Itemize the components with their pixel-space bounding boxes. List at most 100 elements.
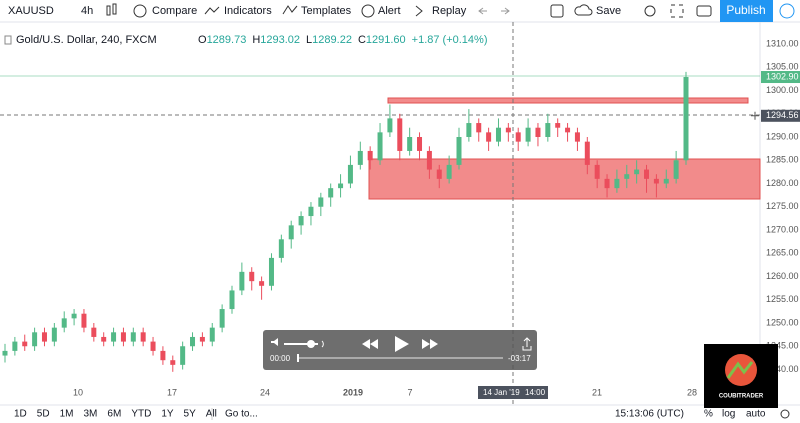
crosshair-price-tag: [761, 109, 800, 122]
candle-body: [111, 332, 117, 342]
range-button[interactable]: YTD: [131, 409, 151, 420]
settings-icon[interactable]: [644, 5, 656, 17]
candle-body: [663, 178, 669, 184]
goto-button[interactable]: Go to...: [225, 409, 258, 420]
candle-body: [466, 123, 472, 137]
candle-body: [515, 132, 521, 142]
legend-label: H: [252, 34, 260, 46]
symbol[interactable]: XAUUSD: [8, 5, 54, 17]
templates-icon[interactable]: [282, 5, 298, 15]
legend-value: 1291.60: [366, 34, 406, 46]
crosshair-time-tag: [478, 386, 548, 399]
candle-body: [249, 271, 255, 282]
candle-body: [634, 169, 640, 175]
undo-icon[interactable]: [478, 7, 487, 15]
play-icon[interactable]: [779, 3, 795, 19]
candle-body: [180, 346, 186, 365]
cloud-icon[interactable]: [574, 4, 593, 16]
candle-body: [476, 123, 482, 133]
auto-toggle[interactable]: auto: [746, 409, 766, 420]
range-button[interactable]: 1D: [14, 409, 27, 420]
time-label: 10: [73, 387, 83, 397]
candle-body: [347, 164, 353, 184]
candle-body: [407, 137, 413, 151]
layout-icon[interactable]: [550, 4, 564, 18]
compare-button[interactable]: Compare: [152, 5, 197, 17]
last-price: 1302.90: [766, 71, 799, 81]
save-button[interactable]: Save: [596, 5, 621, 17]
time-label: 7: [407, 387, 412, 397]
candle-body: [278, 239, 284, 258]
candle-icon[interactable]: [106, 3, 117, 16]
replay-button[interactable]: Replay: [432, 5, 467, 17]
logo-mark: [726, 361, 754, 379]
candle-body: [120, 332, 126, 342]
candle-body: [367, 150, 373, 161]
snapshot-icon[interactable]: [696, 5, 712, 17]
time-label: 21: [592, 387, 602, 397]
crosshair-price: 1294.56: [766, 110, 799, 120]
candle-body: [229, 290, 235, 310]
publish-label: Publish: [726, 3, 765, 17]
range-button[interactable]: 5Y: [184, 409, 197, 420]
logo: COUBITRADER: [704, 344, 778, 408]
candle-body: [160, 350, 166, 361]
play-button[interactable]: [395, 336, 409, 352]
candle-body: [565, 127, 571, 133]
indicators-icon[interactable]: [204, 6, 220, 15]
publish-button[interactable]: [720, 0, 773, 22]
volume-knob[interactable]: [307, 340, 315, 348]
indicators-button[interactable]: Indicators: [224, 5, 272, 17]
interval[interactable]: 4h: [81, 5, 93, 17]
legend-title: Gold/U.S. Dollar, 240, FXCM: [16, 34, 157, 46]
candle-body: [673, 160, 679, 179]
range-button[interactable]: 6M: [107, 409, 121, 420]
alert-button[interactable]: Alert: [378, 5, 401, 17]
progress-knob[interactable]: [297, 354, 299, 362]
current-time: 00:00: [270, 354, 291, 363]
forward-button[interactable]: [422, 339, 438, 349]
candle-body: [574, 132, 580, 142]
range-button[interactable]: 5D: [37, 409, 50, 420]
time-label: 28: [687, 387, 697, 397]
volume-icon[interactable]: [271, 338, 278, 346]
candle-body: [357, 150, 363, 165]
range-button[interactable]: 3M: [84, 409, 98, 420]
share-button[interactable]: [522, 337, 532, 351]
candle-body: [604, 178, 610, 189]
rewind-button[interactable]: [362, 339, 378, 349]
candle-body: [495, 127, 501, 142]
candle-body: [545, 123, 551, 137]
last-price-tag: [761, 71, 800, 84]
range-button[interactable]: 1Y: [161, 409, 174, 420]
log-toggle[interactable]: log: [722, 409, 735, 420]
legend: Gold/U.S. Dollar, 240, FXCM O 1289.73 H 1293…: [4, 34, 488, 46]
range-button[interactable]: 1M: [60, 409, 74, 420]
range-button[interactable]: All: [206, 409, 217, 420]
candle-body: [417, 137, 423, 151]
fullscreen-icon[interactable]: [670, 4, 684, 18]
candle-body: [209, 327, 215, 342]
templates-button[interactable]: Templates: [301, 5, 352, 17]
replay-icon[interactable]: [415, 5, 423, 17]
price-label: 1270.00: [766, 224, 799, 234]
candle-body: [318, 197, 324, 207]
demand-zone: [368, 158, 761, 200]
candle-body: [525, 127, 531, 142]
candle-body: [426, 150, 432, 170]
candle-body: [505, 127, 511, 133]
candle-body: [555, 123, 561, 128]
candle-body: [150, 341, 156, 351]
time-axis: 10 17 24 2019 7 21 28 14 Jan '19 14:00: [73, 386, 697, 399]
logo-text: COUBITRADER: [719, 394, 764, 400]
settings-gear[interactable]: [780, 409, 790, 419]
percent-toggle[interactable]: %: [704, 409, 713, 420]
legend-change: +1.87 (+0.14%): [412, 34, 488, 46]
redo-icon[interactable]: [501, 7, 510, 15]
candle-body: [298, 216, 304, 226]
crosshair-date: 14 Jan '19: [483, 388, 520, 397]
alert-icon[interactable]: [361, 4, 375, 18]
candle-body: [170, 360, 176, 365]
compare-icon[interactable]: [133, 4, 147, 18]
